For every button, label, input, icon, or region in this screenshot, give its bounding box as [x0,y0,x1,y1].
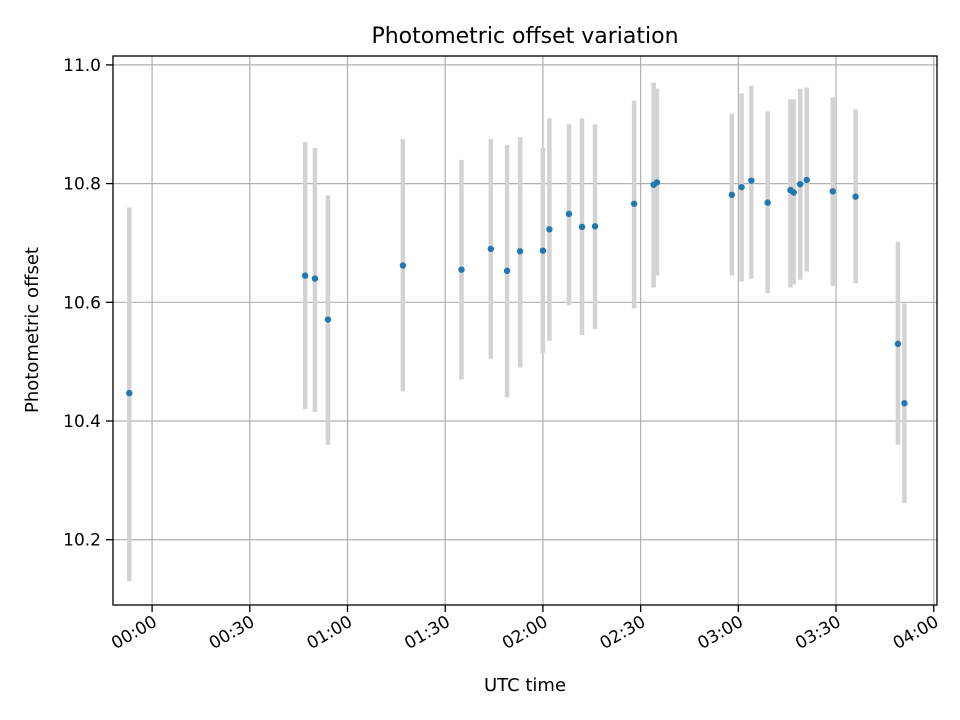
x-axis-label: UTC time [484,675,566,696]
data-point [578,223,586,231]
y-axis-label: Photometric offset [22,247,43,413]
data-point [797,180,804,188]
data-point [126,389,133,397]
data-point [399,262,407,269]
y-tick-label: 10.4 [63,412,101,432]
data-point [458,266,465,273]
data-point [301,272,309,279]
data-point [591,223,599,230]
data-point [748,177,755,184]
y-tick-label: 11.0 [63,56,101,76]
data-point [487,245,495,253]
data-point [852,193,859,200]
data-point [539,247,547,254]
data-point [516,248,524,255]
y-tick-label: 10.8 [63,175,101,195]
data-point [803,176,810,184]
data-point [728,191,736,199]
plot-frame [112,55,938,606]
data-point [546,226,553,233]
y-tick-label: 10.6 [63,293,101,313]
data-points [126,176,908,407]
data-point [829,188,836,195]
data-point [790,189,797,196]
data-point [503,267,511,275]
data-point [565,210,573,218]
chart-title: Photometric offset variation [371,24,678,49]
data-point [764,199,771,206]
data-point [738,183,745,191]
data-point [894,340,902,348]
y-tick-label: 10.2 [63,531,101,551]
data-point [901,400,908,407]
data-point [311,275,319,282]
y-axis-ticks: 10.2 10.4 10.6 10.8 11.0 [63,56,113,551]
data-point [324,316,332,323]
data-point [653,179,661,186]
data-point [630,200,638,207]
